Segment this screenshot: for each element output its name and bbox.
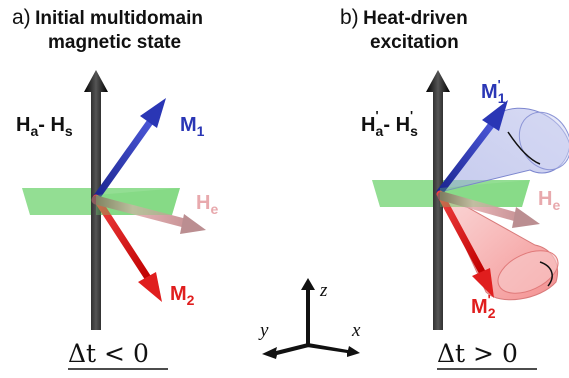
- panel-b-title-line2: excitation: [370, 32, 459, 53]
- panel-b-title: b) Heat-driven: [340, 6, 560, 30]
- panel-b-m2-label: M' 2: [471, 292, 496, 321]
- panel-a-time-label: Δt < 0: [68, 339, 149, 368]
- panel-b-title-line1: Heat-driven: [363, 8, 468, 29]
- coordinate-axes: [262, 278, 360, 359]
- panel-b-m2-arrow: [436, 190, 494, 298]
- panel-b-m1-label: M' 1: [481, 77, 506, 106]
- panel-a-m1-arrow: [92, 98, 166, 202]
- panel-a-title-line1: Initial multidomain: [35, 8, 203, 29]
- z-axis-label: z: [319, 280, 328, 301]
- panel-a-m2-label: M2: [170, 283, 195, 308]
- panel-a-title: a) Initial multidomain: [12, 6, 282, 30]
- panel-a-title-line2: magnetic state: [48, 32, 182, 53]
- panel-a-field-label: Ha- Hs: [16, 114, 73, 139]
- panel-b-he-arrow: [437, 191, 540, 228]
- panel-b-label: b): [340, 6, 359, 29]
- panel-a-title-2: magnetic state: [48, 32, 181, 54]
- panel-b-field-label: H' a- H' s: [361, 108, 418, 139]
- panel-a-he-label: He: [196, 192, 218, 217]
- panel-b-plane: [372, 180, 530, 207]
- panel-a-label: a): [12, 6, 31, 29]
- y-axis-label: y: [258, 320, 269, 341]
- panel-b-m2-cone: [438, 190, 559, 301]
- panel-a-m1-label: M1: [180, 114, 205, 139]
- panel-b-title-2: excitation: [370, 32, 459, 54]
- y-axis-arrow: [262, 343, 309, 359]
- panel-b-field-arrow: [426, 70, 450, 330]
- panel-a-diagram: [22, 70, 206, 330]
- x-axis-arrow: [307, 343, 360, 357]
- panel-b-m1-cone: [438, 107, 569, 193]
- panel-a-m2-arrow: [92, 194, 162, 302]
- panel-b-he-label: He: [538, 188, 560, 213]
- panel-b-time-label: Δt > 0: [437, 339, 518, 368]
- panel-a-he-arrow: [91, 195, 206, 234]
- panel-b-m1-arrow: [436, 100, 508, 196]
- x-axis-label: x: [351, 320, 361, 341]
- z-axis-arrow: [301, 278, 315, 345]
- panel-b-diagram: [372, 70, 569, 330]
